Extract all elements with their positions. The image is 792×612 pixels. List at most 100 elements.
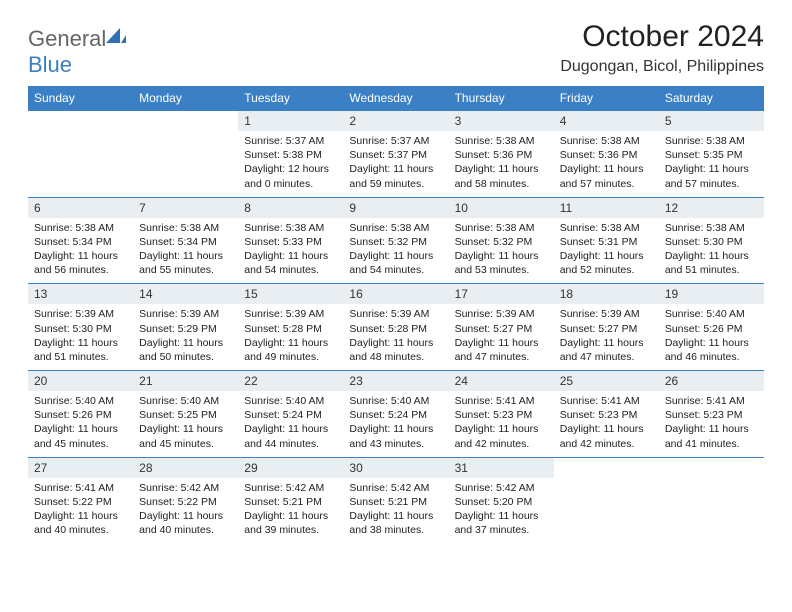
sunrise-text: Sunrise: 5:38 AM [34,221,127,235]
daylight-text: Daylight: 11 hours and 37 minutes. [455,509,548,537]
day-number: 30 [343,458,448,478]
day-cell: Sunrise: 5:41 AMSunset: 5:23 PMDaylight:… [659,391,764,457]
daynum-row: 6789101112 [28,197,764,218]
daynum-cell: 30 [343,457,448,478]
sunset-text: Sunset: 5:36 PM [560,148,653,162]
sunrise-text: Sunrise: 5:41 AM [34,481,127,495]
day-content: Sunrise: 5:41 AMSunset: 5:23 PMDaylight:… [554,391,659,457]
day-cell [28,131,133,197]
daynum-cell: 23 [343,371,448,392]
month-title: October 2024 [560,20,764,54]
sunset-text: Sunset: 5:24 PM [349,408,442,422]
calendar-body: 12345Sunrise: 5:37 AMSunset: 5:38 PMDayl… [28,111,764,544]
sunrise-text: Sunrise: 5:40 AM [349,394,442,408]
sunrise-text: Sunrise: 5:42 AM [139,481,232,495]
sunset-text: Sunset: 5:30 PM [34,322,127,336]
sunrise-text: Sunrise: 5:42 AM [455,481,548,495]
day-cell: Sunrise: 5:38 AMSunset: 5:36 PMDaylight:… [554,131,659,197]
daylight-text: Daylight: 11 hours and 47 minutes. [455,336,548,364]
day-content: Sunrise: 5:40 AMSunset: 5:24 PMDaylight:… [238,391,343,457]
day-content: Sunrise: 5:38 AMSunset: 5:30 PMDaylight:… [659,218,764,284]
sunset-text: Sunset: 5:25 PM [139,408,232,422]
sunset-text: Sunset: 5:30 PM [665,235,758,249]
daynum-cell: 7 [133,197,238,218]
daynum-cell: 9 [343,197,448,218]
sunset-text: Sunset: 5:38 PM [244,148,337,162]
day-cell [554,478,659,544]
daynum-cell: 20 [28,371,133,392]
day-cell: Sunrise: 5:39 AMSunset: 5:28 PMDaylight:… [343,304,448,370]
daynum-cell: 22 [238,371,343,392]
sunrise-text: Sunrise: 5:38 AM [665,134,758,148]
day-content: Sunrise: 5:40 AMSunset: 5:24 PMDaylight:… [343,391,448,457]
day-content: Sunrise: 5:38 AMSunset: 5:32 PMDaylight:… [449,218,554,284]
day-number: 20 [28,371,133,391]
daylight-text: Daylight: 11 hours and 59 minutes. [349,162,442,190]
sunrise-text: Sunrise: 5:37 AM [349,134,442,148]
daynum-cell: 11 [554,197,659,218]
location-label: Dugongan, Bicol, Philippines [560,58,764,76]
day-content: Sunrise: 5:40 AMSunset: 5:26 PMDaylight:… [28,391,133,457]
day-content: Sunrise: 5:41 AMSunset: 5:22 PMDaylight:… [28,478,133,544]
sunset-text: Sunset: 5:34 PM [139,235,232,249]
day-cell: Sunrise: 5:38 AMSunset: 5:34 PMDaylight:… [133,218,238,284]
sunset-text: Sunset: 5:31 PM [560,235,653,249]
day-number: 16 [343,284,448,304]
daynum-cell: 4 [554,111,659,132]
day-number: 12 [659,198,764,218]
sunrise-text: Sunrise: 5:41 AM [560,394,653,408]
daynum-cell: 21 [133,371,238,392]
daynum-cell [659,457,764,478]
sunrise-text: Sunrise: 5:38 AM [349,221,442,235]
day-number: 3 [449,111,554,131]
day-content: Sunrise: 5:42 AMSunset: 5:22 PMDaylight:… [133,478,238,544]
day-number: 8 [238,198,343,218]
daynum-row: 20212223242526 [28,371,764,392]
sunset-text: Sunset: 5:26 PM [34,408,127,422]
day-cell: Sunrise: 5:37 AMSunset: 5:38 PMDaylight:… [238,131,343,197]
sunrise-text: Sunrise: 5:38 AM [665,221,758,235]
day-cell [659,478,764,544]
day-number: 7 [133,198,238,218]
sunset-text: Sunset: 5:32 PM [349,235,442,249]
title-block: October 2024 Dugongan, Bicol, Philippine… [560,20,764,76]
day-header-row: Sunday Monday Tuesday Wednesday Thursday… [28,86,764,111]
sunset-text: Sunset: 5:35 PM [665,148,758,162]
daynum-row: 12345 [28,111,764,132]
day-content: Sunrise: 5:37 AMSunset: 5:37 PMDaylight:… [343,131,448,197]
daylight-text: Daylight: 11 hours and 50 minutes. [139,336,232,364]
day-header: Thursday [449,86,554,111]
day-number: 28 [133,458,238,478]
daylight-text: Daylight: 11 hours and 42 minutes. [560,422,653,450]
day-cell: Sunrise: 5:41 AMSunset: 5:23 PMDaylight:… [449,391,554,457]
day-cell: Sunrise: 5:39 AMSunset: 5:29 PMDaylight:… [133,304,238,370]
sunset-text: Sunset: 5:36 PM [455,148,548,162]
day-header: Monday [133,86,238,111]
day-cell: Sunrise: 5:40 AMSunset: 5:24 PMDaylight:… [343,391,448,457]
day-content: Sunrise: 5:38 AMSunset: 5:34 PMDaylight:… [133,218,238,284]
day-content: Sunrise: 5:38 AMSunset: 5:32 PMDaylight:… [343,218,448,284]
day-cell: Sunrise: 5:40 AMSunset: 5:26 PMDaylight:… [28,391,133,457]
daylight-text: Daylight: 11 hours and 55 minutes. [139,249,232,277]
daylight-text: Daylight: 11 hours and 54 minutes. [244,249,337,277]
day-number: 11 [554,198,659,218]
daynum-cell: 13 [28,284,133,305]
day-content: Sunrise: 5:38 AMSunset: 5:31 PMDaylight:… [554,218,659,284]
day-number: 10 [449,198,554,218]
daylight-text: Daylight: 11 hours and 45 minutes. [34,422,127,450]
daylight-text: Daylight: 11 hours and 53 minutes. [455,249,548,277]
daynum-cell: 2 [343,111,448,132]
day-content: Sunrise: 5:38 AMSunset: 5:36 PMDaylight:… [449,131,554,197]
day-number: 25 [554,371,659,391]
day-number: 31 [449,458,554,478]
day-content: Sunrise: 5:39 AMSunset: 5:27 PMDaylight:… [554,304,659,370]
day-cell: Sunrise: 5:38 AMSunset: 5:36 PMDaylight:… [449,131,554,197]
sunset-text: Sunset: 5:21 PM [244,495,337,509]
day-content: Sunrise: 5:42 AMSunset: 5:20 PMDaylight:… [449,478,554,544]
day-content [28,131,133,140]
day-content: Sunrise: 5:38 AMSunset: 5:36 PMDaylight:… [554,131,659,197]
day-content [133,131,238,140]
day-cell: Sunrise: 5:40 AMSunset: 5:26 PMDaylight:… [659,304,764,370]
daylight-text: Daylight: 11 hours and 48 minutes. [349,336,442,364]
daynum-cell: 28 [133,457,238,478]
